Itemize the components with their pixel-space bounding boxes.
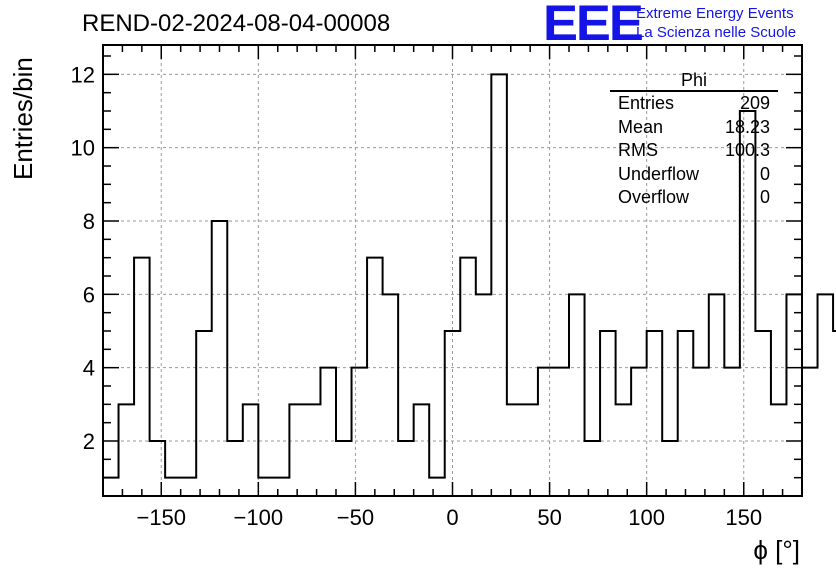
y-tick-label: 2 [83, 429, 95, 454]
x-tick-label: 50 [537, 505, 561, 530]
stats-value: 18.23 [724, 116, 770, 137]
histogram-bin [398, 441, 414, 496]
histogram-bin [258, 478, 274, 496]
x-tick-label: 0 [446, 505, 458, 530]
histogram-bin [196, 331, 212, 496]
stats-value: 209 [739, 93, 770, 113]
eee-logo: EEE [543, 0, 644, 51]
histogram-bin [616, 404, 632, 496]
logo-caption: Extreme Energy Events La Scienza nelle S… [636, 4, 796, 42]
histogram-bin [709, 294, 725, 496]
histogram-bin [165, 478, 181, 496]
histogram-bin [429, 478, 445, 496]
histogram-bin [553, 368, 569, 496]
logo-caption-line2: La Scienza nelle Scuole [636, 24, 797, 41]
histogram-bin [227, 441, 243, 496]
histogram-bin [538, 368, 554, 496]
x-tick-label: 100 [628, 505, 665, 530]
y-axis-label: Entries/bin [8, 57, 38, 180]
histogram-bin [305, 404, 321, 496]
stats-row: Underflow 0 [610, 163, 778, 187]
histogram-bin [585, 441, 601, 496]
histogram-bin [103, 478, 119, 496]
histogram-bin [802, 368, 818, 496]
y-tick-label: 10 [71, 136, 95, 161]
stats-value: 0 [759, 163, 770, 184]
y-tick-label: 8 [83, 209, 95, 234]
histogram-bin [134, 258, 150, 496]
x-tick-label: −150 [136, 505, 186, 530]
x-tick-label: 150 [725, 505, 762, 530]
histogram-bin [212, 221, 228, 496]
histogram-bin [631, 368, 647, 496]
histogram-bin [181, 478, 197, 496]
histogram-bin [771, 404, 787, 496]
stats-value: 0 [759, 187, 770, 207]
histogram-bin [569, 294, 585, 496]
stats-title: Phi [610, 70, 778, 92]
histogram-bin [274, 478, 290, 496]
histogram-bin [647, 331, 663, 496]
histogram-bin [243, 404, 259, 496]
histogram-step-line [102, 73, 836, 496]
histogram-bin [336, 441, 352, 496]
stats-label: Entries [618, 93, 675, 113]
histogram-bin [693, 368, 709, 496]
histogram-bin [476, 294, 492, 496]
histogram-bin [150, 441, 166, 496]
histogram-bin [662, 441, 678, 496]
stats-value: 100.3 [724, 140, 770, 160]
histogram-bin [755, 331, 771, 496]
stats-row: Entries 209 [610, 92, 778, 116]
stats-label: RMS [618, 140, 658, 160]
histogram-bin [367, 258, 383, 496]
histogram-bin [522, 404, 538, 496]
stats-label: Underflow [618, 163, 700, 184]
x-tick-label: −50 [337, 505, 374, 530]
histogram-title: REND-02-2024-08-04-00008 [82, 10, 391, 37]
histogram-bin [460, 258, 476, 496]
logo-caption-line1: Extreme Energy Events [636, 5, 794, 22]
histogram-bin [414, 404, 430, 496]
histogram-bin [289, 404, 305, 496]
stats-label: Mean [618, 116, 664, 137]
stats-box: Phi Entries 209 Mean 18.23 RMS 100.3 Underf… [610, 70, 778, 210]
histogram-bin [119, 404, 135, 496]
stats-row: Mean 18.23 [610, 116, 778, 140]
histogram-bin [507, 404, 523, 496]
tick-labels: −150 −100 −50 0 50 100 150 2 4 6 8 10 12 [71, 62, 763, 530]
histogram-bin [678, 331, 694, 496]
y-tick-label: 6 [83, 282, 95, 307]
histogram-bin [352, 368, 368, 496]
stats-label: Overflow [618, 187, 690, 207]
stats-row: RMS 100.3 [610, 139, 778, 163]
histogram-bin [445, 331, 461, 496]
histogram-bin [491, 74, 507, 496]
y-tick-label: 4 [83, 356, 95, 381]
histogram-bin [724, 368, 740, 496]
y-tick-label: 12 [71, 62, 95, 87]
histogram-bin [818, 294, 834, 496]
histogram-outline [102, 73, 836, 496]
histogram-bin [320, 368, 336, 496]
axis-ticks [103, 45, 803, 497]
histogram-bin [383, 294, 399, 496]
histogram-bin [786, 294, 802, 496]
x-tick-label: −100 [234, 505, 284, 530]
histogram-bin [600, 331, 616, 496]
stats-row: Overflow 0 [610, 186, 778, 210]
x-axis-label: ϕ [°] [753, 535, 800, 565]
